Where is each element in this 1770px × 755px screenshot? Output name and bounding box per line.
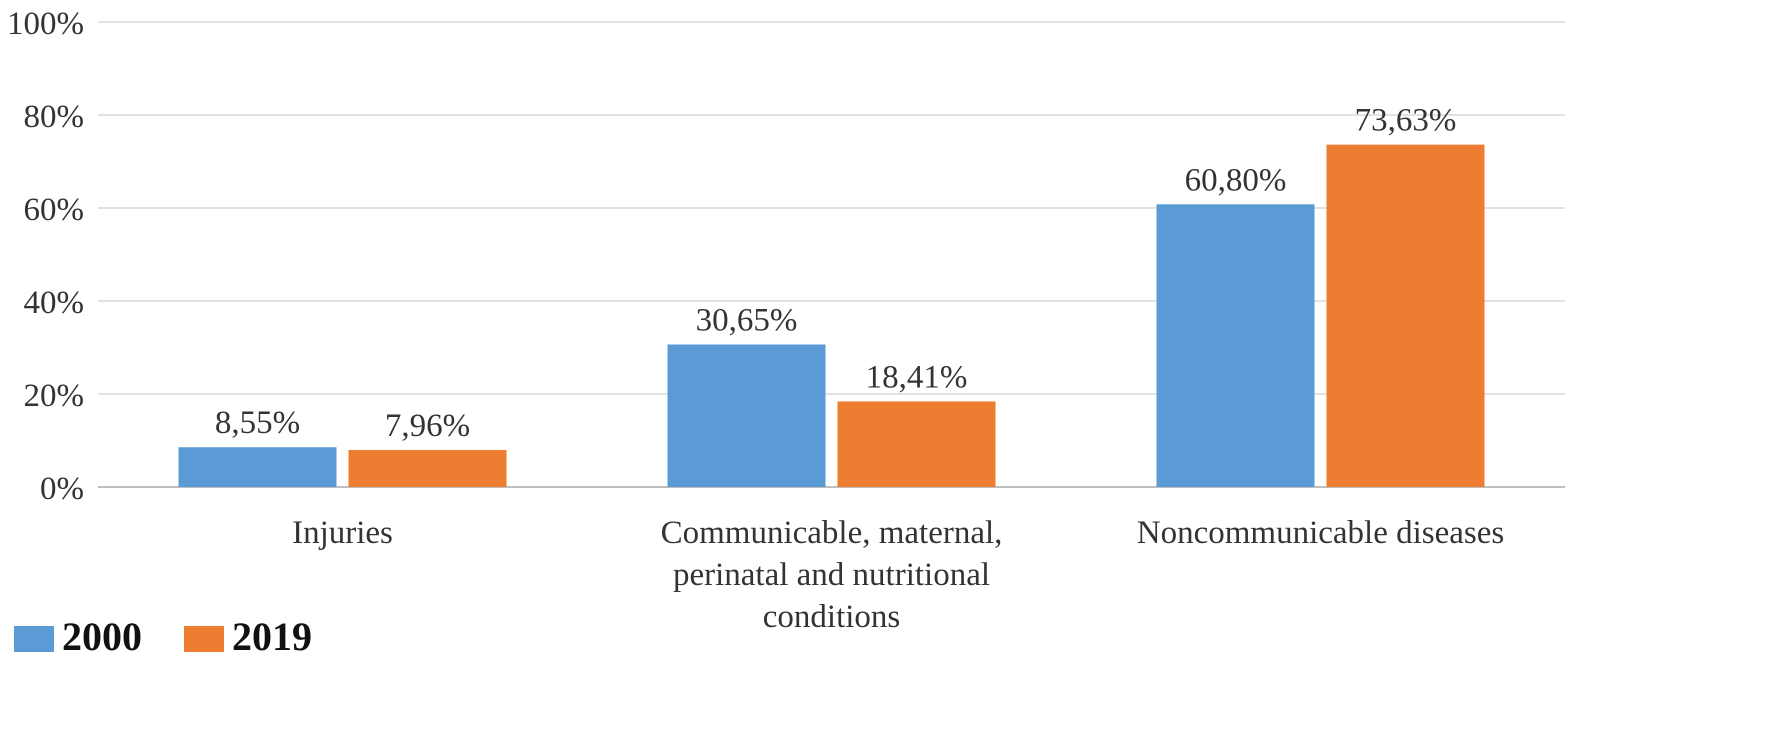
bar-2019-1 [348, 449, 507, 487]
y-tick-label: 0% [40, 471, 84, 507]
legend-swatch [184, 626, 224, 652]
gridlines [98, 21, 1565, 488]
data-label: 73,63% [1355, 103, 1457, 139]
y-tick-label: 40% [24, 285, 85, 321]
data-labels: 8,55% 7,96% 30,65% 18,41% 60,80% 73,63% [215, 103, 1457, 444]
y-tick-label: 100% [7, 6, 84, 42]
bar-2000-3 [1156, 204, 1315, 487]
legend-label: 2019 [232, 614, 312, 659]
bar-2000-2 [667, 344, 826, 487]
legend-swatch [14, 626, 54, 652]
data-label: 30,65% [696, 302, 798, 338]
y-axis-ticks: 0% 20% 40% 60% 80% 100% [7, 6, 84, 507]
category-label: Injuries [292, 515, 393, 551]
y-tick-label: 20% [24, 378, 85, 414]
data-label: 18,41% [866, 359, 968, 395]
legend: 2000 2019 [14, 614, 312, 659]
category-label: conditions [763, 599, 901, 635]
data-label: 7,96% [385, 408, 470, 444]
data-label: 8,55% [215, 405, 300, 441]
y-tick-label: 80% [24, 99, 85, 135]
bars [178, 144, 1485, 488]
data-label: 60,80% [1185, 162, 1287, 198]
category-label: Communicable, maternal, [661, 515, 1003, 551]
bar-2019-2 [837, 401, 996, 487]
y-tick-label: 60% [24, 192, 85, 228]
bar-2000-1 [178, 447, 337, 487]
category-label: Noncommunicable diseases [1137, 515, 1504, 551]
category-label: perinatal and nutritional [673, 557, 990, 593]
x-axis-categories: Injuries Communicable, maternal, perinatal… [292, 515, 1504, 635]
legend-label: 2000 [62, 614, 142, 659]
bar-2019-3 [1326, 144, 1485, 488]
